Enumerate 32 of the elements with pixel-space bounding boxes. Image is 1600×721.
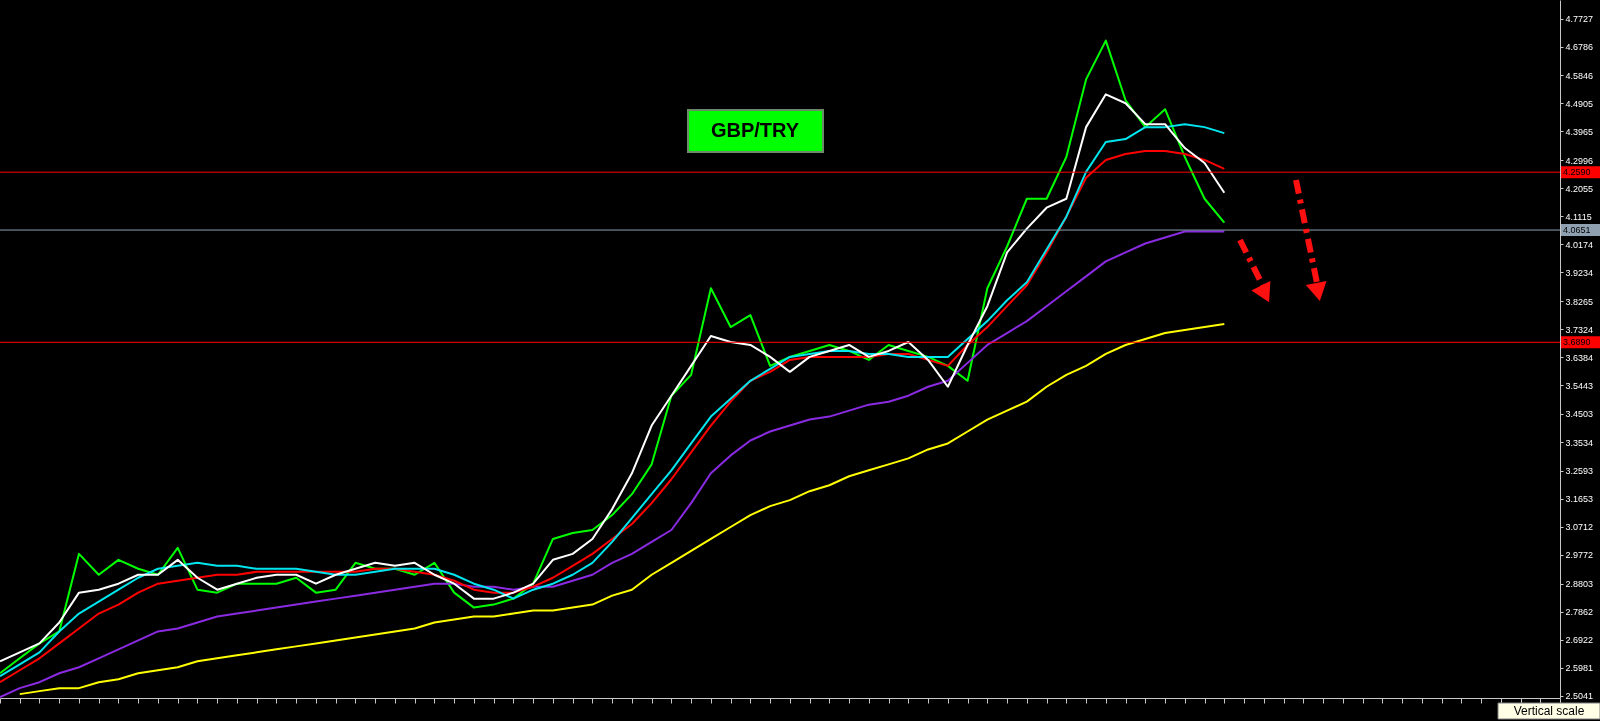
y-tick-label: 3.0712 — [1565, 522, 1594, 533]
y-tick-label: 4.6786 — [1565, 42, 1594, 53]
ref-line-label: 4.0651 — [1563, 225, 1591, 236]
y-tick-label: 3.5443 — [1565, 380, 1594, 391]
y-tick-label: 2.7862 — [1565, 607, 1594, 618]
y-tick-label: 4.2055 — [1565, 183, 1594, 194]
y-tick-label: 2.9772 — [1565, 550, 1594, 561]
y-tick-label: 4.2996 — [1565, 155, 1594, 166]
y-tick-label: 4.7727 — [1565, 14, 1594, 25]
y-tick-label: 3.7324 — [1565, 324, 1594, 335]
ref-line-label: 4.2590 — [1563, 167, 1591, 178]
ref-line-label: 3.6890 — [1563, 337, 1591, 348]
y-tick-label: 4.3965 — [1565, 126, 1594, 137]
y-tick-label: 4.4905 — [1565, 98, 1594, 109]
y-tick-label: 2.6922 — [1565, 635, 1594, 646]
y-tick-label: 4.0174 — [1565, 239, 1594, 250]
y-tick-label: 4.5846 — [1565, 70, 1594, 81]
line-series — [18, 323, 1226, 696]
y-tick-label: 4.1115 — [1565, 211, 1592, 222]
y-tick-label: 3.8265 — [1565, 296, 1594, 307]
y-tick-label: 2.5981 — [1565, 663, 1594, 674]
text: Vertical scale — [1513, 704, 1585, 718]
y-tick-label: 3.3534 — [1565, 437, 1594, 448]
y-tick-label: 2.8803 — [1565, 579, 1594, 590]
text: GBP/TRY — [710, 119, 800, 141]
y-tick-label: 3.4503 — [1565, 409, 1594, 420]
y-tick-label: 3.1653 — [1565, 494, 1594, 505]
y-tick-label: 3.2593 — [1565, 466, 1594, 477]
line-series — [0, 230, 1226, 698]
y-tick-label: 3.9234 — [1565, 267, 1594, 278]
y-tick-label: 3.6384 — [1565, 352, 1594, 363]
y-tick-label: 2.5041 — [1565, 691, 1594, 702]
